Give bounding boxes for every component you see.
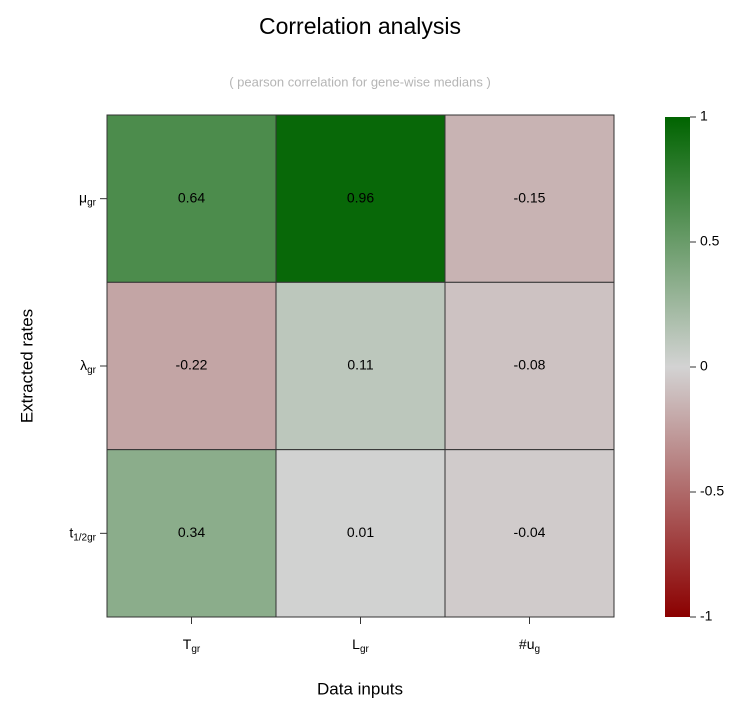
colorbar xyxy=(665,117,690,617)
cell-label: -0.04 xyxy=(514,524,546,540)
x-tick-label: Tgr xyxy=(183,636,201,655)
colorbar-tick-label: 0.5 xyxy=(700,233,720,249)
chart-title: Correlation analysis xyxy=(259,13,461,39)
x-tick-label: #ug xyxy=(519,636,540,655)
x-tick-label-main: #u xyxy=(519,636,535,652)
heat-cell xyxy=(106,281,277,451)
y-tick-label-sub: 1/2gr xyxy=(73,532,96,543)
cell-label: 0.01 xyxy=(347,524,374,540)
x-axis-label: Data inputs xyxy=(317,679,403,698)
x-tick-label: Lgr xyxy=(352,636,369,655)
cell-label: 0.34 xyxy=(178,524,205,540)
y-tick-label-main: μ xyxy=(79,189,87,205)
colorbar-tick-label: 1 xyxy=(700,108,708,124)
cell-label: -0.22 xyxy=(176,357,208,373)
heat-cell xyxy=(275,114,446,283)
x-tick-label-sub: gr xyxy=(360,644,370,655)
y-tick-label-main: t xyxy=(69,524,73,540)
heat-cell xyxy=(106,114,277,283)
heat-cell xyxy=(106,449,277,618)
cell-label: 0.96 xyxy=(347,189,374,205)
cell-label: 0.64 xyxy=(178,189,205,205)
y-tick-label: μgr xyxy=(79,189,97,208)
cell-label: -0.15 xyxy=(514,189,546,205)
x-tick-label-main: L xyxy=(352,636,360,652)
colorbar-tick-label: -0.5 xyxy=(700,483,724,499)
chart-subtitle: ( pearson correlation for gene-wise medi… xyxy=(229,74,491,89)
y-tick-label-sub: gr xyxy=(87,365,97,376)
x-tick-label-main: T xyxy=(183,636,192,652)
heat-cell xyxy=(275,281,446,451)
cell-label: -0.08 xyxy=(514,357,546,373)
colorbar-tick-label: 0 xyxy=(700,358,708,374)
cell-label: 0.11 xyxy=(347,357,373,373)
x-tick-label-sub: g xyxy=(535,644,541,655)
x-tick-label-sub: gr xyxy=(191,644,201,655)
y-tick-label-main: λ xyxy=(80,357,87,373)
heat-cell xyxy=(275,449,446,618)
y-axis-label: Extracted rates xyxy=(17,309,36,423)
y-tick-label-sub: gr xyxy=(87,197,97,208)
heat-cell xyxy=(444,281,615,451)
colorbar-tick-label: -1 xyxy=(700,608,713,624)
y-tick-label: λgr xyxy=(80,357,97,376)
y-tick-label: t1/2gr xyxy=(69,524,96,543)
